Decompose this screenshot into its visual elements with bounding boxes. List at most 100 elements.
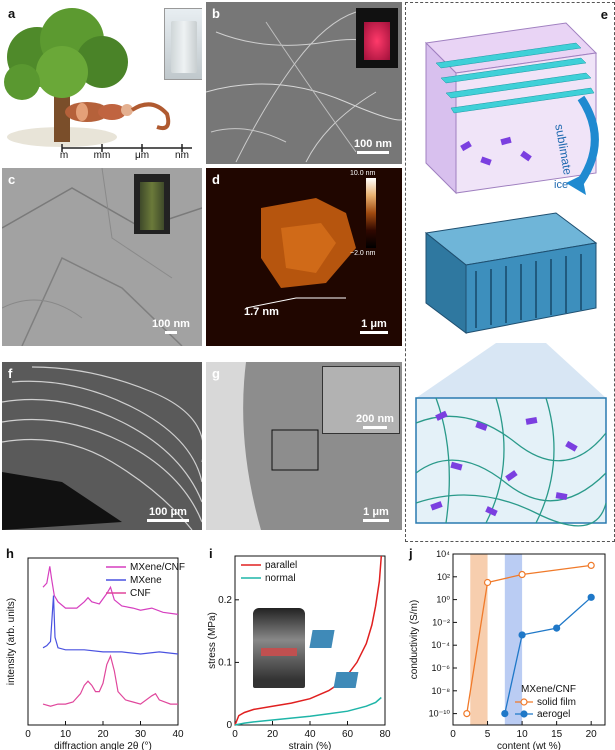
legend-label-h-mxene-cnf: MXene/CNF: [130, 562, 185, 573]
x-tick-label-j-5: 5: [485, 729, 491, 740]
panel-f-label: f: [8, 366, 13, 381]
scalebar-d-label: 1 μm: [361, 318, 387, 330]
y-tick-label-i-0: 0: [226, 720, 232, 731]
legend-marker-j-aerogel: [520, 710, 528, 718]
y-tick-label-j-6: 10²: [437, 572, 450, 582]
panel-h: h 0 10 20 30 40 diffraction angle 2θ (°) inten…: [0, 540, 205, 750]
scalebar-g-inset: 200 nm: [355, 413, 395, 429]
x-tick-label-j-10: 10: [517, 729, 529, 740]
x-axis-label-i: strain (%): [289, 741, 332, 750]
scale-label-m: m: [59, 150, 69, 161]
scalebar-g-inset-label: 200 nm: [356, 413, 394, 425]
series-line-h-mxene-cnf: [42, 566, 179, 615]
panel-h-label: h: [6, 546, 14, 561]
height-label: 1.7 nm: [244, 306, 279, 318]
scale-label-mm: mm: [93, 150, 111, 161]
y-tick-label-j-1: 10⁻⁸: [431, 686, 450, 696]
xrd-chart: 0 10 20 30 40 diffraction angle 2θ (°) intensi…: [6, 557, 185, 750]
panel-i-label: i: [209, 546, 213, 561]
point-j-aerogel-2: [553, 624, 561, 632]
scalebar-c: 100 nm: [146, 318, 196, 334]
aerogel-weight-photo: [253, 608, 305, 688]
x-tick-label-i-80: 80: [379, 729, 391, 740]
y-tick-label-i-0.2: 0.2: [218, 595, 232, 606]
y-tick-label-i-0.1: 0.1: [218, 657, 232, 668]
legend-marker-j-solid-film: [520, 698, 528, 706]
scalebar-f-label: 100 μm: [149, 506, 187, 518]
point-j-solid-film-2: [518, 570, 526, 579]
panel-c: c 100 nm: [2, 168, 202, 346]
y-tick-label-j-7: 10⁴: [436, 549, 450, 559]
scalebar-b-label: 100 nm: [354, 138, 392, 150]
series-line-h-mxene: [42, 595, 179, 655]
panel-b-label: b: [212, 6, 220, 21]
point-j-solid-film-3: [587, 561, 595, 569]
aerogel-cube-parallel: [309, 630, 335, 648]
series-line-i-parallel: [234, 555, 383, 726]
scalebar-b: 100 nm: [350, 138, 396, 154]
panel-d-label: d: [212, 172, 220, 187]
colorbar-top-label: 10.0 nm: [350, 170, 376, 177]
legend-label-h-mxene: MXene: [130, 575, 162, 586]
point-j-aerogel-3: [587, 593, 595, 601]
legend-label-h-cnf: CNF: [130, 588, 151, 599]
legend-label-i-parallel: parallel: [265, 560, 297, 571]
y-axis-label-h: intensity (arb. units): [6, 598, 17, 685]
tree-illustration: [4, 8, 192, 152]
sem-image-f: [2, 362, 202, 530]
x-tick-label-i-20: 20: [267, 729, 279, 740]
scalebar-f: 100 μm: [140, 506, 196, 522]
y-tick-label-j-5: 10⁰: [436, 595, 450, 605]
x-tick-label-j-0: 0: [450, 729, 456, 740]
x-tick-label-j-15: 15: [551, 729, 563, 740]
panel-e-label: e: [600, 7, 608, 22]
red-vial-inset: [356, 8, 398, 68]
band-j-aerogel: [504, 554, 523, 725]
x-tick-label-i-40: 40: [304, 729, 316, 740]
legend-title-j: MXene/CNF: [521, 684, 576, 695]
scalebar-c-label: 100 nm: [152, 318, 190, 330]
stress-strain-chart: 0 20 40 60 80 0 0.1 0.2 strain (%) stress (MPa) pa…: [207, 555, 391, 750]
panel-a-label: a: [8, 6, 16, 21]
x-tick-label-h-40: 40: [172, 729, 184, 740]
panel-b: b 100 nm: [206, 2, 402, 164]
y-axis-label-j: conductivity (S/m): [409, 600, 420, 679]
green-vial-inset: [134, 174, 170, 234]
panel-i: i 0 20 40 60 80 0 0.1 0.2 strain (%) stress (MPa)…: [205, 540, 405, 750]
aerogel-cube-normal: [333, 672, 359, 688]
panel-c-label: c: [8, 172, 16, 187]
x-tick-label-h-30: 30: [135, 729, 147, 740]
plot-frame-j: [452, 553, 606, 726]
conductivity-chart: 0 5 10 15 20 10⁻¹⁰ 10⁻⁸ 10⁻⁶ 10⁻⁴ 10⁻² 10⁰ 10² 10⁴ co…: [409, 549, 606, 750]
x-tick-label-h-20: 20: [97, 729, 109, 740]
freeze-casting-schematic: [415, 22, 607, 527]
vial-inset: [164, 8, 202, 80]
x-tick-label-h-0: 0: [25, 729, 31, 740]
y-tick-label-j-3: 10⁻⁴: [431, 640, 450, 650]
scale-label-nm: nm: [175, 150, 189, 161]
scalebar-d: 1 μm: [352, 318, 396, 334]
afm-colorbar: [366, 178, 376, 248]
y-tick-label-j-2: 10⁻⁶: [432, 663, 451, 673]
panel-d: d 10.0 nm −2.0 nm 1.7 nm 1 μm: [206, 168, 402, 346]
x-tick-label-j-20: 20: [586, 729, 598, 740]
legend-label-i-normal: normal: [265, 573, 296, 584]
scalebar-g: 1 μm: [356, 506, 396, 522]
zoom-inset-g: 200 nm: [322, 366, 400, 434]
series-line-j-solid-film: [466, 564, 592, 714]
panel-a: a m mm μm nm: [2, 2, 202, 162]
x-axis-label-j: content (wt %): [497, 741, 561, 750]
panel-g-label: g: [212, 366, 220, 381]
legend-label-j-aerogel: aerogel: [537, 709, 570, 720]
colorbar-bottom-label: −2.0 nm: [350, 250, 376, 257]
y-axis-label-i: stress (MPa): [207, 612, 218, 669]
point-j-aerogel-0: [501, 710, 509, 718]
x-tick-label-i-0: 0: [232, 729, 238, 740]
series-line-j-aerogel: [504, 596, 592, 714]
panel-e: e: [405, 2, 615, 542]
x-tick-label-i-60: 60: [342, 729, 354, 740]
point-j-solid-film-1: [483, 578, 492, 587]
panel-j-label: j: [409, 546, 413, 561]
point-j-aerogel-1: [518, 631, 526, 639]
y-tick-label-j-4: 10⁻²: [432, 617, 450, 627]
